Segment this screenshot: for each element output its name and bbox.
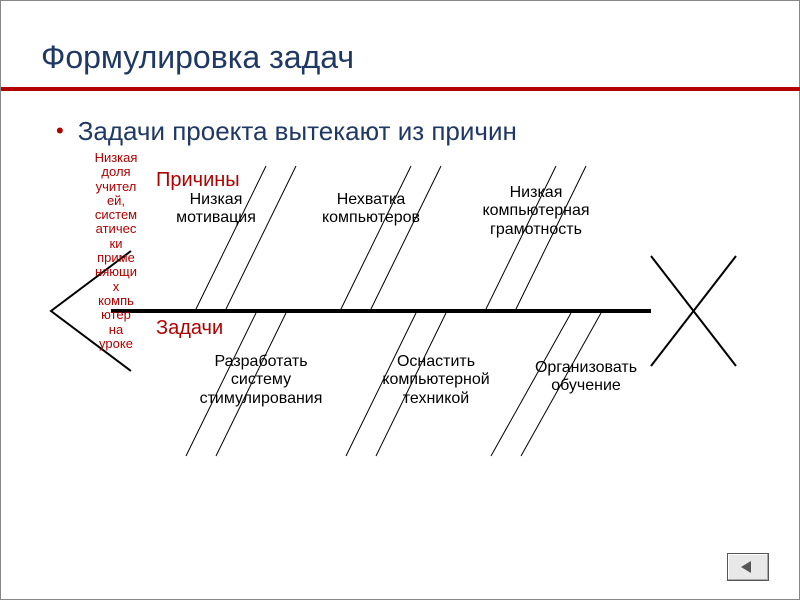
bullet-line: • Задачи проекта вытекают из причин [56, 116, 517, 147]
cause-label-1: Нехватка компьютеров [322, 191, 420, 228]
page-title: Формулировка задач [41, 39, 354, 76]
fish-head-label: Низкая доля учител ей, систем атичес ки … [81, 151, 151, 351]
cause-label-2: Низкая компьютерная грамотность [482, 184, 589, 239]
slide: Формулировка задач • Задачи проекта вытек… [0, 0, 800, 600]
task-label-0: Разработать систему стимулирования [200, 353, 323, 408]
bullet-marker: • [56, 118, 64, 143]
cause-label-0: Низкая мотивация [176, 191, 256, 228]
back-button[interactable] [727, 553, 769, 581]
title-underline [1, 87, 800, 91]
bullet-text: Задачи проекта вытекают из причин [78, 116, 517, 146]
tasks-heading: Задачи [156, 317, 223, 340]
arrow-left-icon [739, 560, 757, 574]
causes-heading: Причины [156, 169, 240, 192]
task-label-2: Организовать обучение [535, 359, 637, 396]
task-label-1: Оснастить компьютерной техникой [382, 353, 489, 408]
